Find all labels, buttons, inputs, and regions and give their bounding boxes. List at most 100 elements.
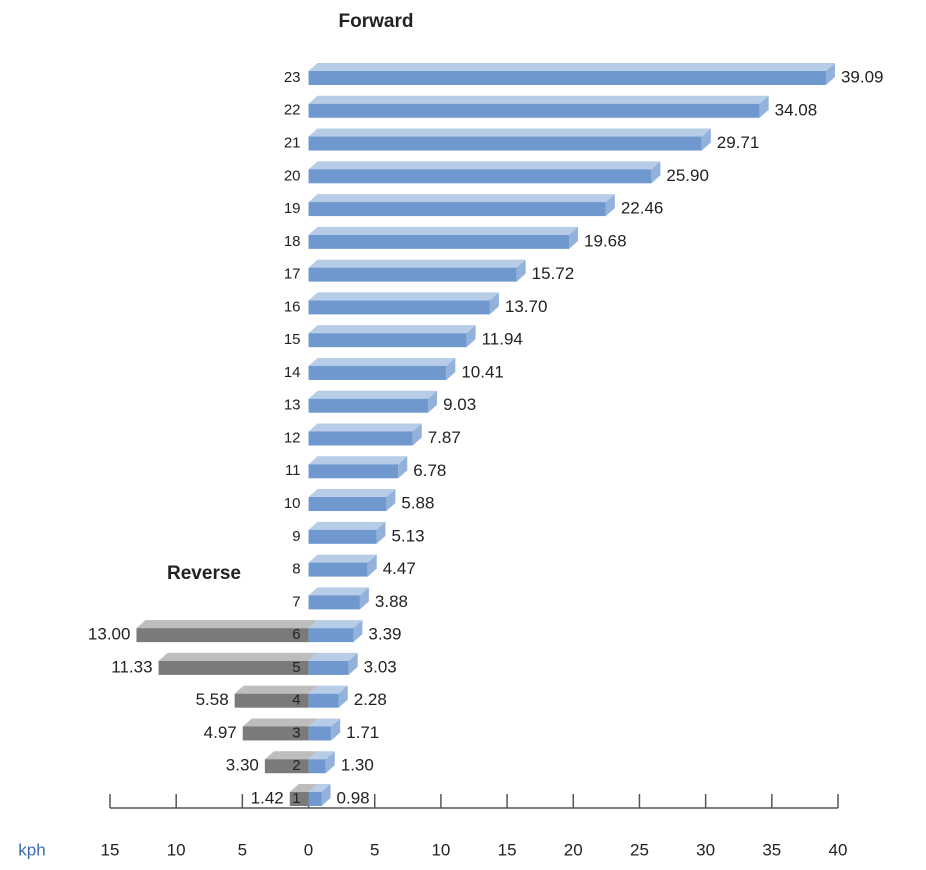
category-label: 5 bbox=[292, 659, 300, 676]
x-tick-label: 5 bbox=[238, 840, 247, 859]
bar-side bbox=[348, 652, 358, 675]
bar-top bbox=[308, 751, 335, 760]
bar-side bbox=[569, 226, 579, 249]
bar-side bbox=[353, 620, 363, 643]
bar bbox=[308, 726, 332, 741]
x-tick-label: 20 bbox=[564, 840, 583, 859]
category-label: 20 bbox=[284, 167, 301, 184]
category-label: 19 bbox=[284, 200, 301, 217]
value-label: 3.88 bbox=[375, 592, 408, 611]
bar-top bbox=[308, 489, 396, 498]
value-label: 4.97 bbox=[204, 723, 237, 742]
bar bbox=[308, 365, 447, 380]
bar bbox=[308, 529, 377, 544]
category-label: 8 bbox=[292, 561, 300, 578]
bar bbox=[308, 136, 702, 151]
value-label: 22.46 bbox=[621, 199, 664, 218]
bar-top bbox=[308, 226, 579, 235]
value-label: 29.71 bbox=[717, 133, 760, 152]
category-label: 14 bbox=[284, 364, 301, 381]
value-label: 1.30 bbox=[341, 756, 374, 775]
bar bbox=[308, 202, 606, 217]
value-label: 13.70 bbox=[505, 297, 548, 316]
value-label: 19.68 bbox=[584, 231, 627, 250]
x-tick-label: 10 bbox=[167, 840, 186, 859]
bar-side bbox=[428, 390, 438, 413]
category-label: 13 bbox=[284, 397, 301, 414]
bar bbox=[308, 497, 387, 512]
bar-top bbox=[308, 292, 499, 301]
value-label: 3.30 bbox=[226, 756, 259, 775]
bar-side bbox=[446, 357, 456, 380]
bar bbox=[308, 333, 467, 348]
bar-side bbox=[321, 784, 331, 806]
x-tick-label: 15 bbox=[101, 840, 120, 859]
x-tick-label: 0 bbox=[304, 840, 313, 859]
bar bbox=[308, 300, 490, 315]
category-label: 16 bbox=[284, 298, 301, 315]
category-label: 18 bbox=[284, 233, 301, 250]
category-label: 9 bbox=[292, 528, 300, 545]
bar-side bbox=[516, 259, 526, 282]
bar bbox=[308, 693, 339, 708]
bar-top bbox=[234, 685, 318, 694]
x-tick-label: 30 bbox=[696, 840, 715, 859]
bar bbox=[264, 759, 309, 774]
bar-top bbox=[308, 521, 386, 530]
category-label: 23 bbox=[284, 69, 301, 86]
x-tick-label: 15 bbox=[498, 840, 517, 859]
reverse-title: Reverse bbox=[167, 563, 241, 584]
x-tick-label: 40 bbox=[829, 840, 848, 859]
value-label: 2.28 bbox=[354, 690, 387, 709]
category-label: 6 bbox=[292, 626, 300, 643]
category-label: 1 bbox=[292, 790, 300, 807]
value-label: 4.47 bbox=[383, 559, 416, 578]
bar-side bbox=[338, 685, 348, 708]
bar bbox=[308, 792, 322, 806]
bar-top bbox=[308, 161, 661, 170]
value-label: 39.09 bbox=[841, 67, 884, 86]
bar-side bbox=[651, 161, 661, 184]
bar-side bbox=[331, 718, 341, 741]
bar-top bbox=[308, 423, 422, 432]
category-label: 4 bbox=[292, 692, 300, 709]
bar bbox=[308, 562, 368, 577]
category-label: 12 bbox=[284, 429, 301, 446]
bar bbox=[242, 726, 309, 741]
bar-top bbox=[308, 63, 835, 71]
category-label: 7 bbox=[292, 593, 300, 610]
value-label: 9.03 bbox=[443, 395, 476, 414]
category-label: 22 bbox=[284, 102, 301, 119]
value-label: 11.33 bbox=[111, 657, 152, 676]
value-label: 1.42 bbox=[251, 788, 284, 807]
bar-side bbox=[359, 587, 369, 610]
value-label: 11.94 bbox=[482, 330, 523, 349]
bar bbox=[308, 267, 517, 282]
bar bbox=[308, 759, 326, 774]
category-label: 15 bbox=[284, 331, 301, 348]
bar-side bbox=[825, 63, 835, 85]
category-label: 17 bbox=[284, 266, 301, 283]
value-label: 7.87 bbox=[428, 428, 461, 447]
bar bbox=[308, 628, 354, 643]
bar-top bbox=[242, 718, 318, 727]
bar-side bbox=[386, 489, 396, 512]
value-label: 15.72 bbox=[532, 264, 575, 283]
bar-top bbox=[308, 554, 377, 563]
bar-top bbox=[308, 620, 363, 629]
value-label: 34.08 bbox=[775, 100, 818, 119]
bar-top bbox=[264, 751, 318, 760]
bar bbox=[308, 431, 413, 446]
bar bbox=[308, 71, 826, 85]
bar-top bbox=[158, 652, 318, 661]
bar bbox=[234, 693, 309, 708]
value-label: 5.88 bbox=[401, 494, 434, 513]
bar-top bbox=[308, 390, 438, 399]
bar-top bbox=[308, 652, 358, 661]
bar-side bbox=[398, 456, 408, 479]
bar bbox=[308, 103, 760, 118]
bar-top bbox=[136, 620, 318, 629]
bar-top bbox=[308, 95, 769, 104]
bar-top bbox=[308, 685, 348, 694]
bar-side bbox=[412, 423, 422, 446]
